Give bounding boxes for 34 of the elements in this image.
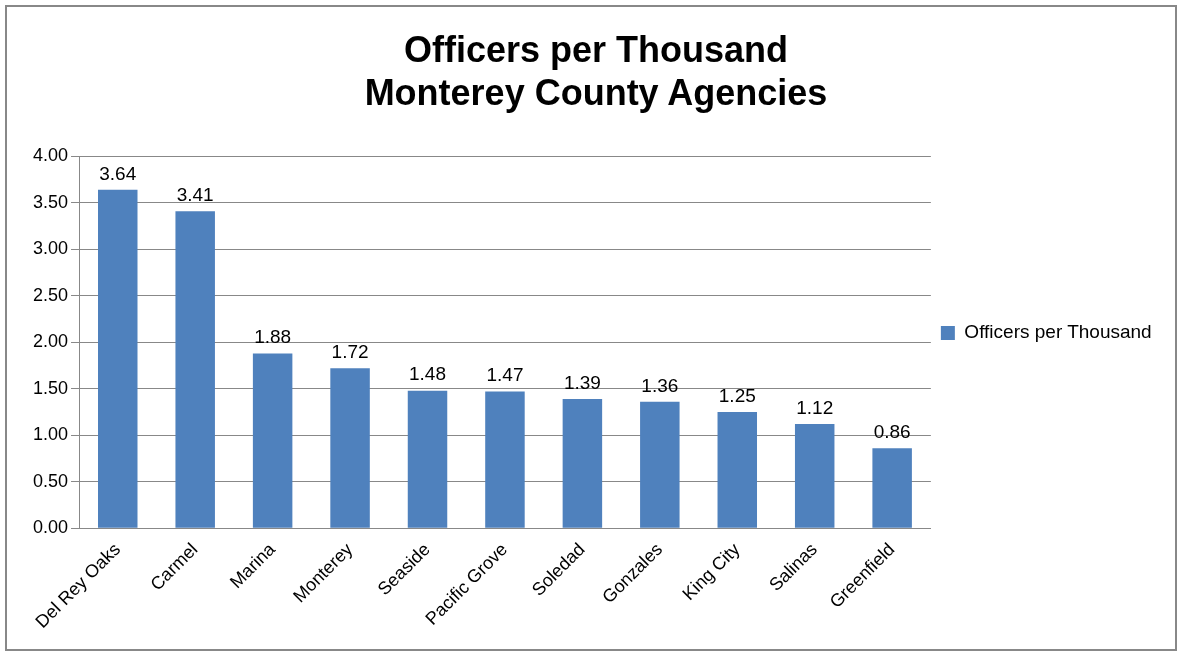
data-label: 3.64 bbox=[99, 162, 137, 184]
bar bbox=[794, 424, 835, 528]
y-tick-label: 3.00 bbox=[32, 238, 69, 259]
y-tick-label: 2.00 bbox=[32, 331, 69, 352]
y-tick-label: 3.50 bbox=[32, 191, 69, 212]
bar bbox=[640, 401, 680, 528]
y-tick-label: 0.00 bbox=[32, 517, 69, 538]
y-tick-label: 1.00 bbox=[32, 424, 69, 445]
bar bbox=[717, 412, 758, 528]
y-tick-label: 0.50 bbox=[32, 470, 69, 491]
y-tick-label: 1.50 bbox=[32, 377, 69, 398]
bar bbox=[407, 390, 448, 528]
bar bbox=[872, 448, 912, 528]
legend-label: Officers per Thousand bbox=[964, 321, 1152, 343]
bar bbox=[562, 399, 603, 528]
data-label: 1.47 bbox=[486, 364, 524, 386]
data-label: 1.48 bbox=[409, 363, 446, 385]
data-label: 3.41 bbox=[176, 183, 214, 205]
y-tick-label: 2.50 bbox=[32, 284, 69, 305]
bar bbox=[485, 391, 525, 528]
chart-title: Officers per Thousand Monterey County Agencies bbox=[364, 28, 828, 113]
data-label: 1.39 bbox=[563, 371, 601, 393]
data-label: 1.25 bbox=[718, 384, 756, 406]
bar bbox=[330, 368, 370, 528]
data-label: 1.72 bbox=[331, 341, 369, 363]
bar bbox=[252, 353, 293, 528]
x-tick-label: King City bbox=[678, 539, 744, 605]
data-label: 0.86 bbox=[873, 421, 911, 443]
data-label: 1.88 bbox=[254, 326, 292, 348]
y-tick-label: 4.00 bbox=[32, 145, 69, 166]
data-label: 1.36 bbox=[641, 374, 679, 396]
bar bbox=[175, 211, 215, 528]
bar bbox=[98, 189, 138, 528]
data-label: 1.12 bbox=[796, 396, 834, 418]
